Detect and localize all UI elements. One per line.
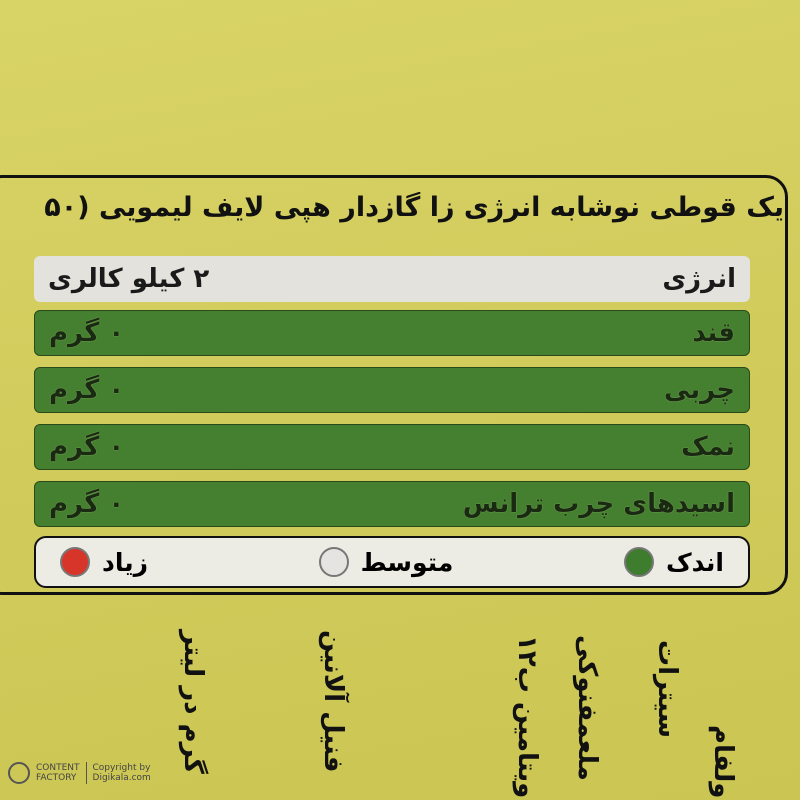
legend-high: زیاد [60,547,148,577]
brand-line: FACTORY [36,773,77,783]
content-factory-logo-icon [8,762,30,784]
ingredient-text: سیترات [652,640,682,739]
row-value: ۰ گرم [49,375,125,405]
ingredient-text: ولفام [708,725,738,799]
row-label: اسیدهای چرب ترانس [462,489,735,519]
energy-row: انرژی ۲ کیلو کالری [34,256,750,302]
row-value: ۰ گرم [49,489,125,519]
salt-row: نمک ۰ گرم [34,424,750,470]
row-value: ۰ گرم [49,318,125,348]
row-label: قند [692,318,735,348]
row-value: ۲ کیلو کالری [48,264,210,294]
ingredient-text: ملعمفنوکی [572,635,602,781]
red-dot-icon [60,547,90,577]
label-title: یک قوطی نوشابه انرژی زا گازدار هپی لایف … [44,192,784,223]
fat-row: چربی ۰ گرم [34,367,750,413]
traffic-light-legend: اندک متوسط زیاد [34,536,750,588]
legend-label: اندک [666,547,724,577]
trans-fat-row: اسیدهای چرب ترانس ۰ گرم [34,481,750,527]
ingredient-text: فنیل آلانین [318,630,348,773]
legend-label: زیاد [102,547,148,577]
row-label: چربی [664,375,735,405]
ingredient-text: گرم در لیتر [178,630,208,774]
green-dot-icon [624,547,654,577]
copyright-text: Copyright by [92,763,151,773]
white-dot-icon [318,547,349,577]
divider [85,762,87,784]
brand-line: CONTENT [36,763,80,773]
legend-label: متوسط [360,547,454,577]
legend-low: اندک [624,547,724,577]
sugar-row: قند ۰ گرم [34,310,750,356]
legend-medium: متوسط [318,547,454,577]
row-value: ۰ گرم [49,432,125,462]
watermark: CONTENT FACTORY Copyright by Digikala.com [8,762,151,784]
row-label: انرژی [662,264,736,294]
site-text: Digikala.com [92,773,151,783]
nutrition-label-frame [0,175,788,595]
row-label: نمک [681,432,735,462]
ingredient-text: ویتامین ب۱۲ [512,635,542,799]
